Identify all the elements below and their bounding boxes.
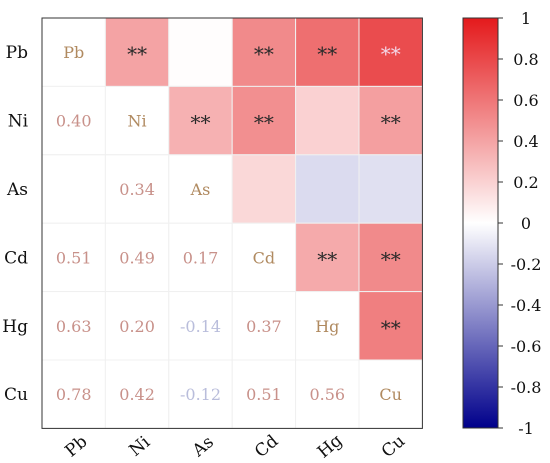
x-tick-label-cu: Cu <box>378 431 409 462</box>
heatmap-cell-ni-hg <box>295 85 360 156</box>
correlation-value-label: -0.12 <box>180 385 221 404</box>
diagonal-label-cu: Cu <box>379 385 402 404</box>
heatmap-cell-as-hg <box>295 154 360 224</box>
heatmap-cell-cu-cd <box>231 359 297 429</box>
diagonal-label-ni: Ni <box>128 112 147 131</box>
correlation-value-label: -0.14 <box>180 317 221 336</box>
heatmap-cell-cd-cu <box>358 222 423 293</box>
y-tick-label-hg: Hg <box>2 317 28 337</box>
significance-marker: ** <box>191 111 211 135</box>
y-tick-label-cd: Cd <box>4 248 28 268</box>
heatmap-cell-hg-cd <box>231 291 297 361</box>
x-tick-label-as: As <box>188 432 218 461</box>
heatmap-cells <box>41 17 423 429</box>
significance-marker: ** <box>254 42 274 66</box>
correlation-value-label: 0.40 <box>56 112 92 131</box>
heatmap-cell-cu-hg <box>295 359 360 429</box>
significance-marker: ** <box>127 42 147 66</box>
heatmap-cell-pb-ni <box>104 17 170 87</box>
colorbar-tick-label: -0.8 <box>511 378 542 397</box>
correlation-value-label: 0.37 <box>246 317 282 336</box>
diagonal-label-as: As <box>190 180 211 199</box>
heatmap-cell-as-pb <box>41 154 106 224</box>
heatmap-cell-cd-ni <box>104 222 170 293</box>
correlation-value-label: 0.78 <box>56 385 92 404</box>
x-tick-label-hg: Hg <box>314 431 347 463</box>
diagonal-label-hg: Hg <box>315 317 339 336</box>
significance-marker: ** <box>317 42 337 66</box>
heatmap-cell-hg-ni <box>104 291 170 361</box>
significance-marker: ** <box>254 111 274 135</box>
significance-marker: ** <box>381 111 401 135</box>
colorbar-gradient <box>462 17 499 429</box>
heatmap-cell-hg-pb <box>41 291 106 361</box>
significance-marker: ** <box>381 42 401 66</box>
y-tick-label-as: As <box>6 180 28 200</box>
heatmap-cell-ni-cu <box>358 85 423 156</box>
diagonal-label-cd: Cd <box>253 248 275 267</box>
significance-marker: ** <box>381 247 401 271</box>
significance-marker: ** <box>317 247 337 271</box>
colorbar-tick-label: -0.6 <box>511 337 542 356</box>
colorbar-tick-label: -0.2 <box>511 255 542 274</box>
colorbar-tick-label: 0.4 <box>513 132 538 151</box>
heatmap-cell-pb-as <box>168 17 233 87</box>
colorbar-tick-label: 0.8 <box>513 50 538 69</box>
heatmap-cell-pb-hg <box>295 17 360 87</box>
correlation-value-label: 0.17 <box>183 248 219 267</box>
heatmap-cell-hg-as <box>168 291 233 361</box>
heatmap-cell-ni-as <box>168 85 233 156</box>
correlation-value-label: 0.42 <box>119 385 155 404</box>
heatmap-cell-cd-cd <box>231 222 297 293</box>
heatmap-border <box>41 17 423 429</box>
y-tick-label-cu: Cu <box>4 385 28 405</box>
significance-marker: ** <box>381 316 401 340</box>
correlation-value-label: 0.63 <box>56 317 92 336</box>
x-tick-label-ni: Ni <box>126 432 155 461</box>
colorbar-tick-label: 0.2 <box>513 173 538 192</box>
heatmap-cell-cu-as <box>168 359 233 429</box>
correlation-value-label: 0.20 <box>119 317 155 336</box>
correlation-value-label: 0.51 <box>246 385 282 404</box>
x-tick-label-pb: Pb <box>62 432 92 462</box>
heatmap-cell-as-as <box>168 154 233 224</box>
heatmap-cell-pb-pb <box>41 17 106 87</box>
correlation-value-label: 0.34 <box>119 180 155 199</box>
diagonal-label-pb: Pb <box>63 43 84 62</box>
correlation-value-label: 0.56 <box>309 385 345 404</box>
heatmap-cell-cd-hg <box>295 222 360 293</box>
colorbar: 1 0.8 0.6 0.4 0.2 0 -0.2 -0.4 -0.6 -0.8 -1 <box>462 9 542 438</box>
colorbar-tick-label: 1 <box>521 9 531 28</box>
colorbar-tick-label: -1 <box>518 419 534 438</box>
colorbar-tick-label: 0 <box>521 214 531 233</box>
heatmap-labels: Pb Ni As Cd Hg Cu 0.40 0.34 0.51 0.49 0.17 0.63 0.20… <box>56 42 402 404</box>
correlation-value-label: 0.49 <box>119 248 155 267</box>
y-tick-label-ni: Ni <box>8 112 29 132</box>
colorbar-tick-label: 0.6 <box>513 91 538 110</box>
x-tick-label-cd: Cd <box>251 431 282 462</box>
y-tick-label-pb: Pb <box>6 43 28 63</box>
heatmap-cell-as-cu <box>358 154 423 224</box>
correlation-value-label: 0.51 <box>56 248 92 267</box>
colorbar-tick-label: -0.4 <box>511 296 542 315</box>
heatmap-cell-hg-hg <box>295 291 360 361</box>
heatmap-cell-cu-pb <box>41 359 106 429</box>
heatmap-cell-as-cd <box>231 154 297 224</box>
